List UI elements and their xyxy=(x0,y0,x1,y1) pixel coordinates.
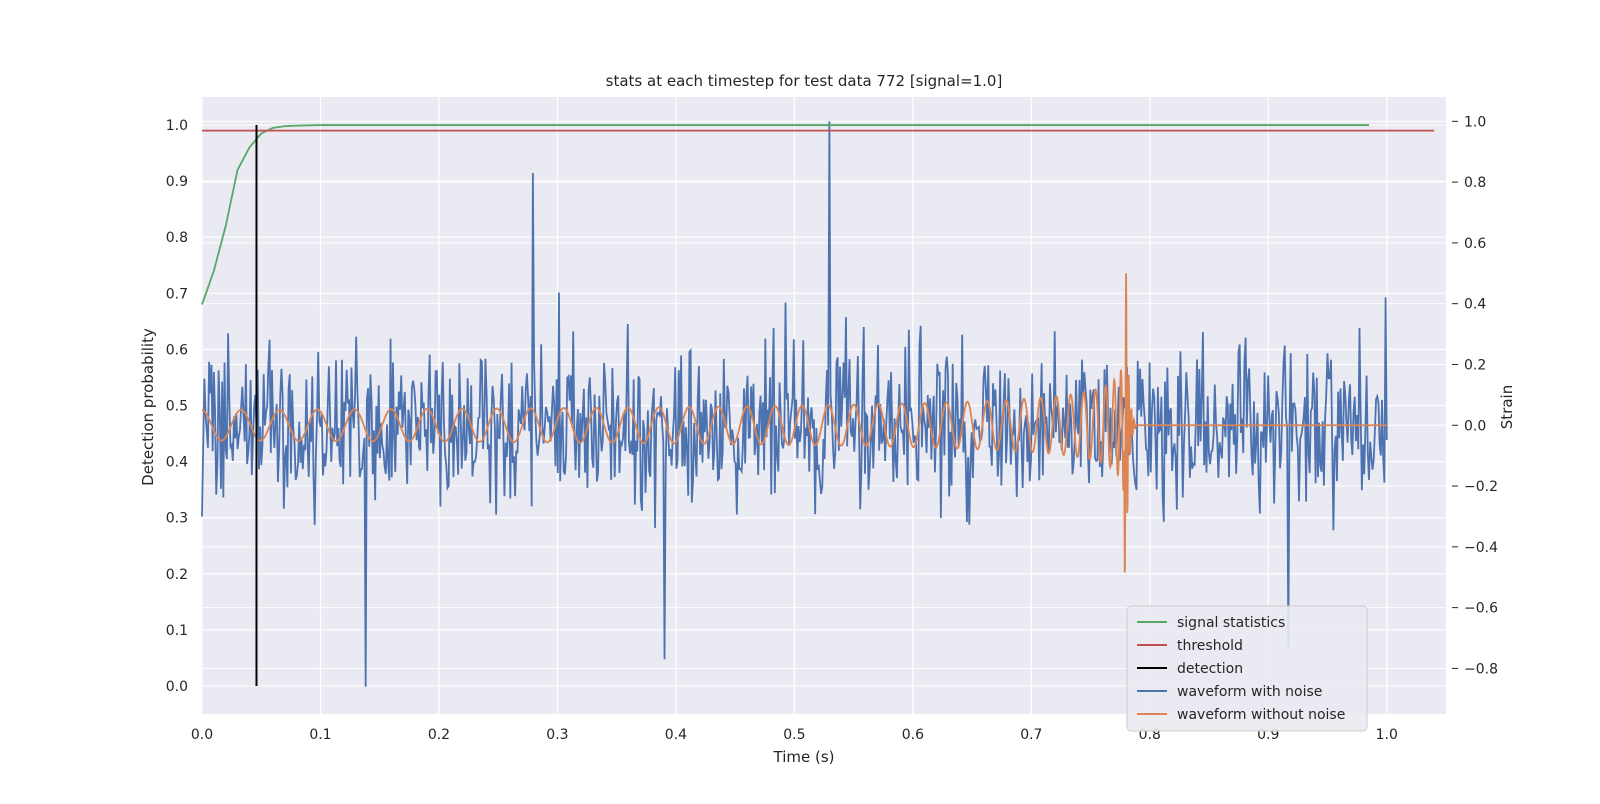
y-tick-label: 0.7 xyxy=(166,286,188,302)
y-tick-label: 0.9 xyxy=(166,174,188,190)
y2-tick-label: 0.2 xyxy=(1464,357,1486,373)
waveform-with-noise-line xyxy=(201,121,1388,687)
y2-tick-label: 0.4 xyxy=(1464,297,1486,313)
x-tick-label: 1.0 xyxy=(1376,727,1398,743)
y2-tick-label: −0.2 xyxy=(1464,479,1498,495)
y2-tick-label: 0.0 xyxy=(1464,418,1486,434)
x-tick-label: 0.4 xyxy=(665,727,687,743)
y2-tick-label: 1.0 xyxy=(1464,114,1486,130)
y-tick-label: 0.8 xyxy=(166,230,188,246)
y2-tick-label: −0.6 xyxy=(1464,601,1498,617)
y-tick-label: 0.3 xyxy=(166,511,188,527)
legend-label: threshold xyxy=(1177,638,1243,654)
chart-title: stats at each timestep for test data 772… xyxy=(606,72,1003,90)
x-tick-label: 0.0 xyxy=(191,727,213,743)
x-tick-label: 0.6 xyxy=(902,727,924,743)
x-axis-label: Time (s) xyxy=(773,748,835,766)
y-tick-label: 0.4 xyxy=(166,455,188,471)
y-tick-label: 0.0 xyxy=(166,679,188,695)
y-tick-label: 0.6 xyxy=(166,342,188,358)
signal-statistics-line xyxy=(201,124,1369,305)
y-tick-label: 0.5 xyxy=(166,399,188,415)
x-tick-label: 0.1 xyxy=(309,727,331,743)
x-tick-label: 0.5 xyxy=(783,727,805,743)
y-tick-label: 1.0 xyxy=(166,118,188,134)
x-tick-label: 0.3 xyxy=(546,727,568,743)
legend-label: waveform with noise xyxy=(1177,684,1322,700)
legend-label: detection xyxy=(1177,661,1243,677)
y2-axis-label: Strain xyxy=(1498,385,1516,429)
legend-label: signal statistics xyxy=(1177,615,1285,631)
y-tick-label: 0.1 xyxy=(166,623,188,639)
y-tick-label: 0.2 xyxy=(166,567,188,583)
y-axis-label: Detection probability xyxy=(139,328,157,486)
legend-label: waveform without noise xyxy=(1177,707,1345,723)
y2-tick-label: 0.8 xyxy=(1464,175,1486,191)
waveform-without-noise-line xyxy=(201,273,1387,573)
y2-tick-label: −0.4 xyxy=(1464,540,1498,556)
y2-tick-label: 0.6 xyxy=(1464,236,1486,252)
x-tick-label: 0.7 xyxy=(1020,727,1042,743)
y2-tick-label: −0.8 xyxy=(1464,661,1498,677)
x-tick-label: 0.2 xyxy=(428,727,450,743)
legend-box xyxy=(1126,605,1368,732)
